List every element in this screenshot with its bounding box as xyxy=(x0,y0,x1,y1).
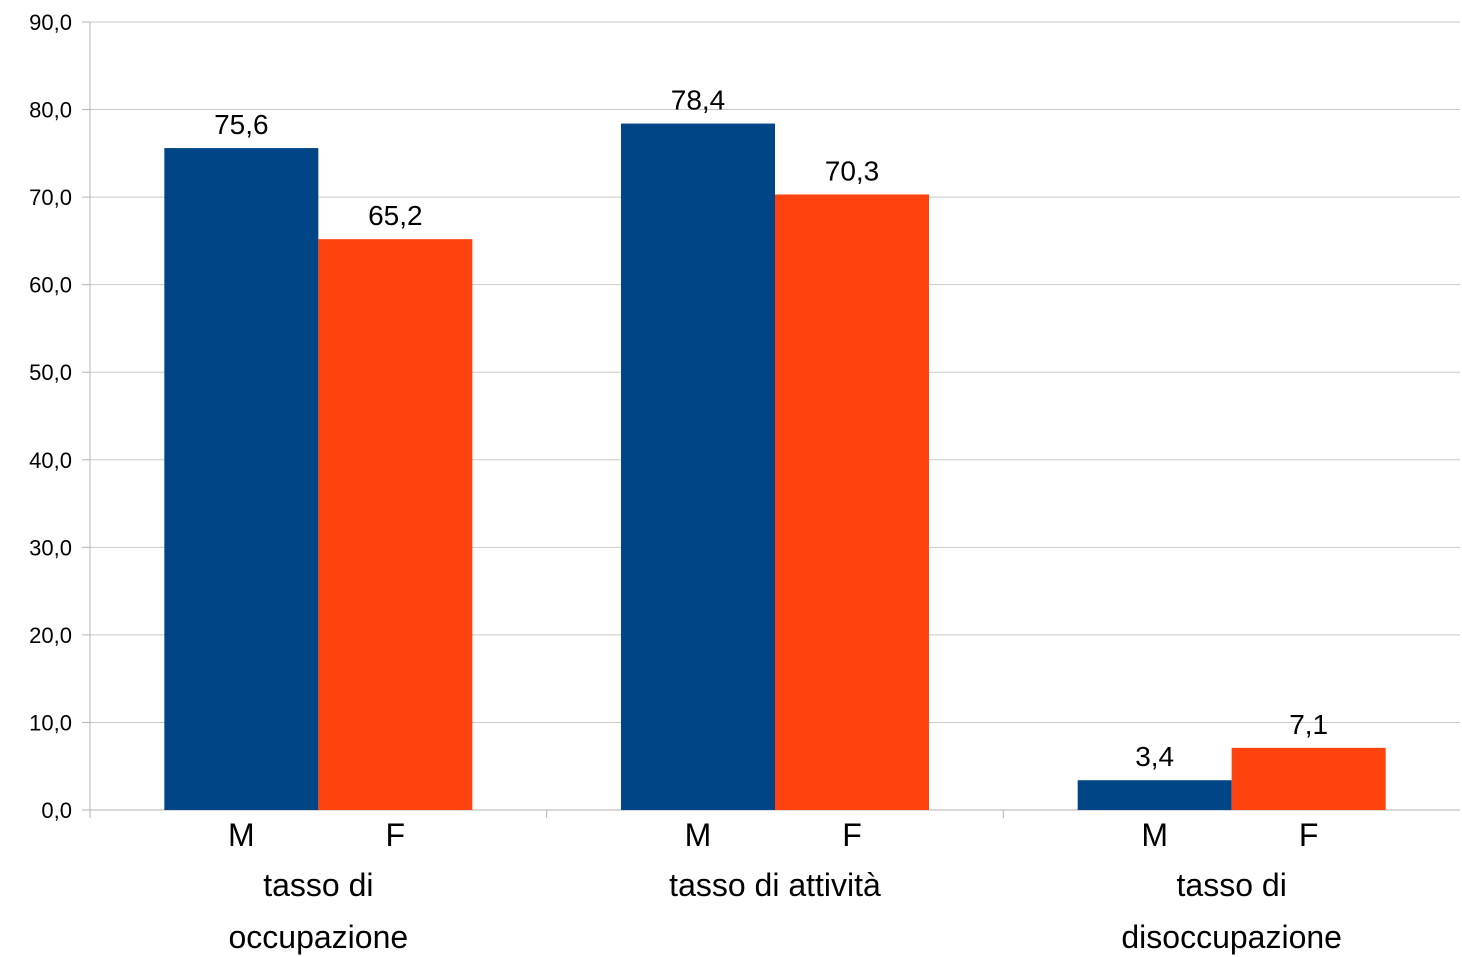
bar-f-1 xyxy=(318,239,473,811)
data-label: 75,6 xyxy=(214,109,269,140)
bar-f-2 xyxy=(775,194,929,811)
y-tick-label: 0,0 xyxy=(41,798,72,823)
series-tick-label: F xyxy=(1299,817,1319,853)
bar-m-2 xyxy=(621,123,775,810)
bar-f-3 xyxy=(1231,747,1386,810)
y-tick-label: 50,0 xyxy=(29,360,72,385)
category-label: tasso di xyxy=(263,867,373,903)
y-tick-label: 30,0 xyxy=(29,535,72,560)
y-tick-label: 90,0 xyxy=(29,10,72,35)
y-tick-label: 40,0 xyxy=(29,448,72,473)
series-tick-label: M xyxy=(685,817,712,853)
series-tick-label: F xyxy=(842,817,862,853)
data-label: 65,2 xyxy=(368,200,423,231)
series-tick-label: M xyxy=(228,817,255,853)
category-label: occupazione xyxy=(228,919,408,955)
y-tick-label: 80,0 xyxy=(29,98,72,123)
category-label: tasso di attività xyxy=(669,867,881,903)
category-label: disoccupazione xyxy=(1121,919,1342,955)
bar-m-3 xyxy=(1077,780,1232,810)
bars xyxy=(164,123,1386,811)
series-tick-label: M xyxy=(1141,817,1168,853)
y-tick-label: 20,0 xyxy=(29,623,72,648)
data-label: 3,4 xyxy=(1135,741,1174,772)
data-label: 7,1 xyxy=(1289,709,1328,740)
bar-m-1 xyxy=(164,148,319,810)
labels: 0,0 10,0 20,0 30,0 40,0 50,0 60,0 70,0 80,0 90,0 7… xyxy=(29,10,1342,955)
category-label: tasso di xyxy=(1177,867,1287,903)
data-label: 78,4 xyxy=(671,85,726,116)
series-tick-label: F xyxy=(386,817,406,853)
data-label: 70,3 xyxy=(825,155,880,186)
y-tick-label: 70,0 xyxy=(29,185,72,210)
y-tick-label: 60,0 xyxy=(29,273,72,298)
y-tick-label: 10,0 xyxy=(29,710,72,735)
